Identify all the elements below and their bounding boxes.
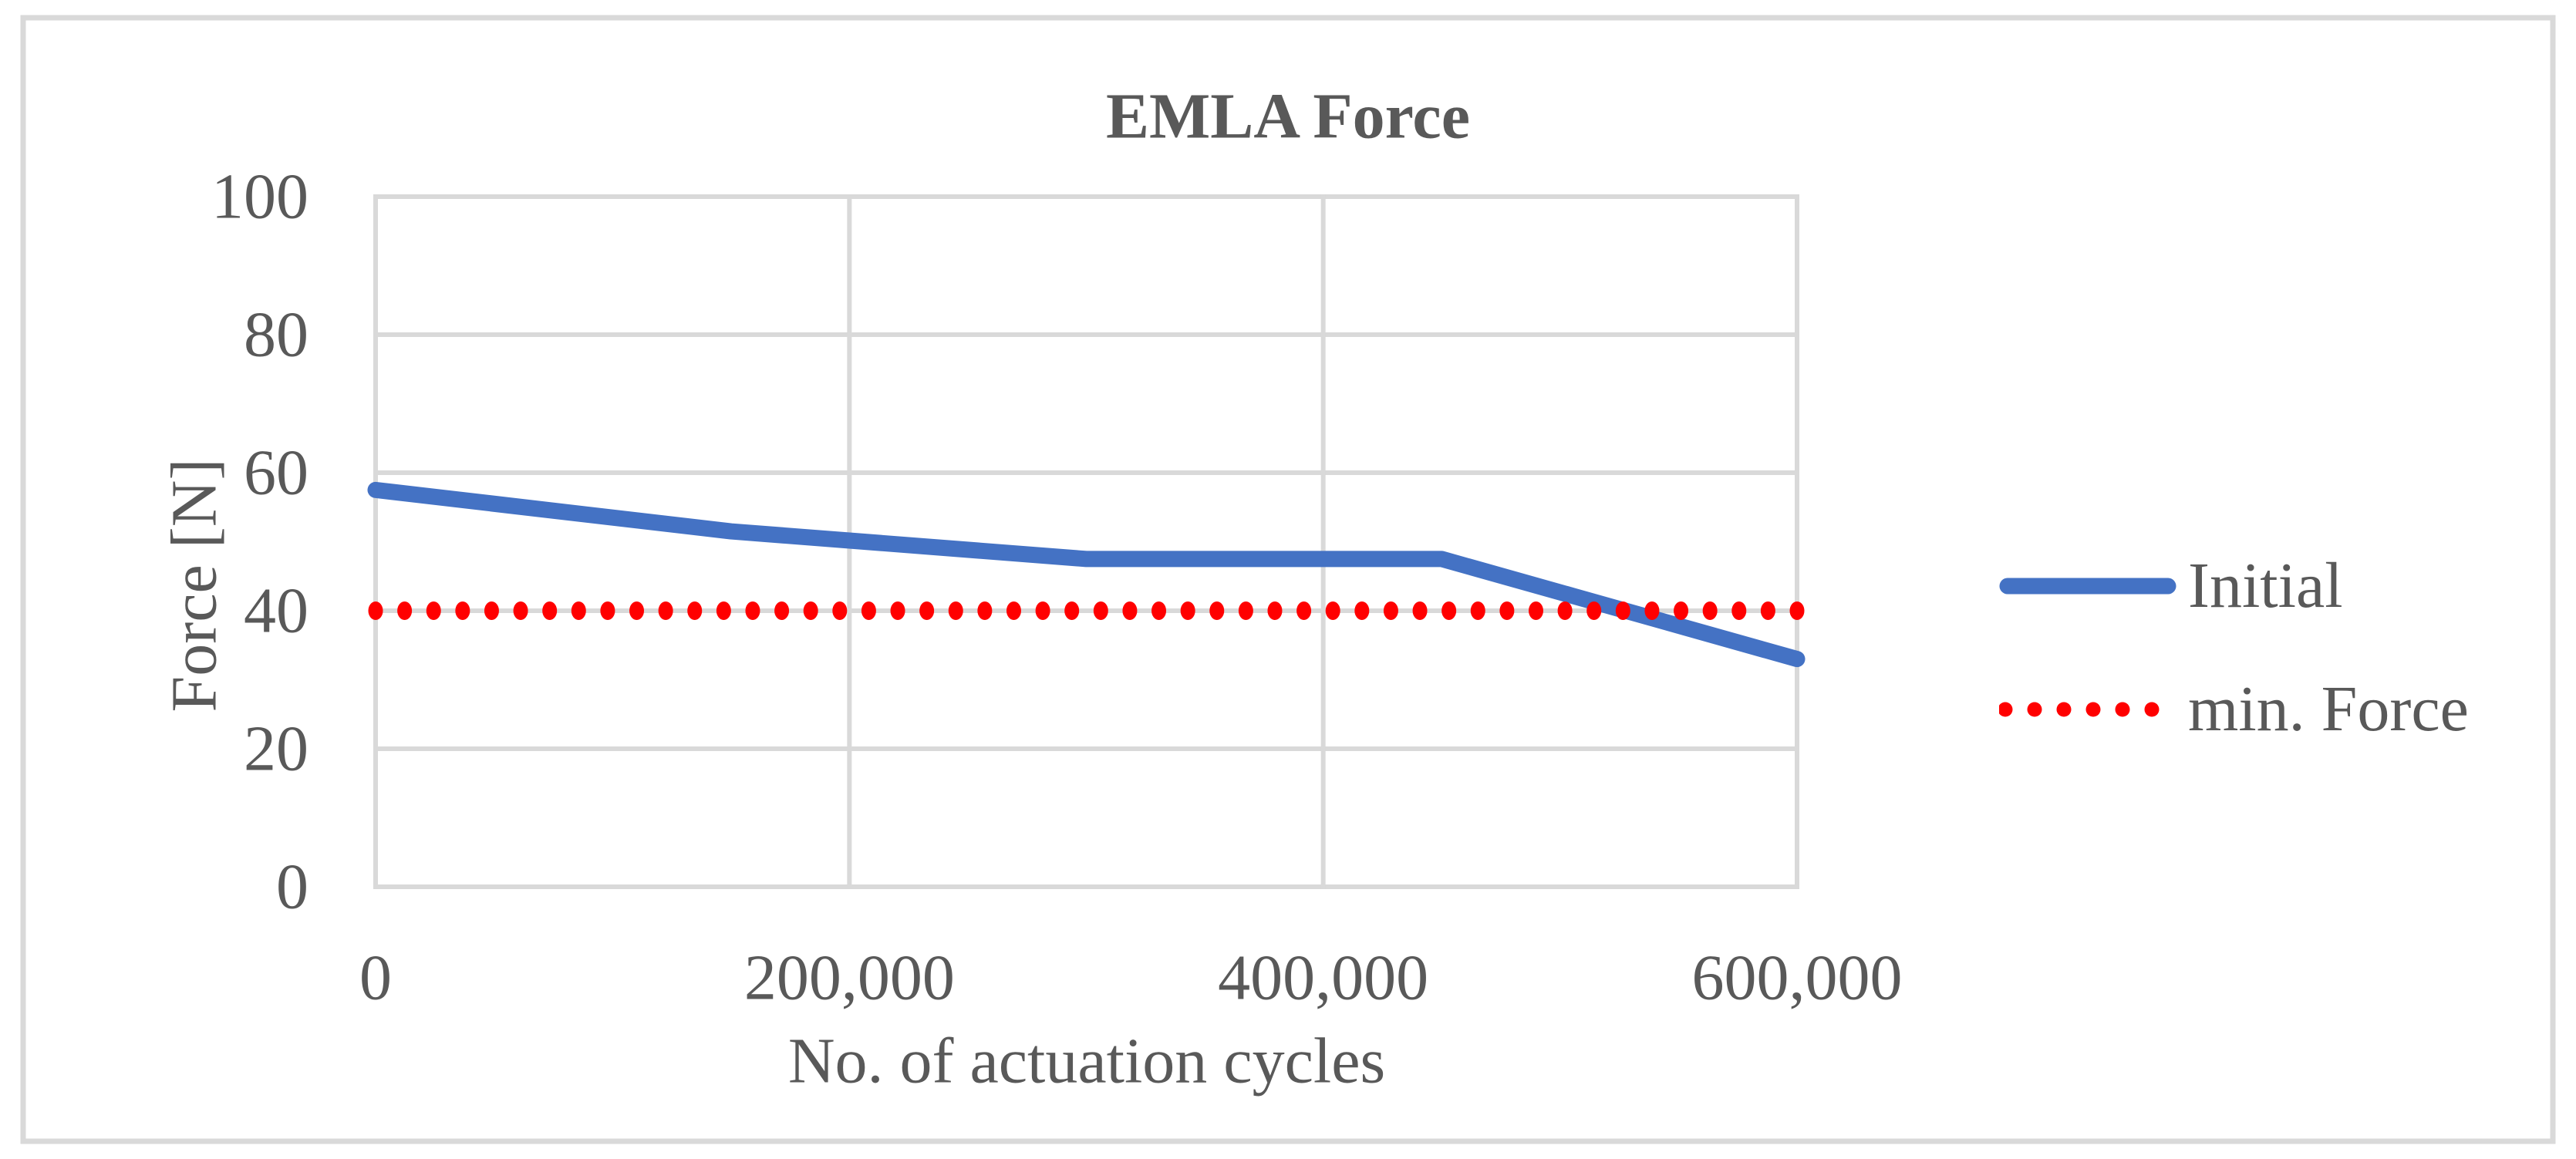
min-force-dot — [484, 601, 499, 620]
min-force-series-dots — [368, 601, 1805, 620]
min-force-dot — [600, 601, 615, 620]
y-tick-label: 60 — [244, 437, 309, 509]
min-force-dot — [455, 601, 470, 620]
min-force-dot — [1528, 601, 1543, 620]
min-force-dot — [1644, 601, 1660, 620]
min-force-dot — [977, 601, 993, 620]
min-force-dot — [803, 601, 818, 620]
y-tick-label: 100 — [211, 161, 309, 233]
chart-title: EMLA Force — [1105, 80, 1471, 153]
min-force-dot — [629, 601, 645, 620]
initial-series-line — [367, 481, 1806, 668]
min-force-dot — [1702, 601, 1718, 620]
y-tick-label: 40 — [244, 575, 309, 647]
min-force-dot — [1499, 601, 1515, 620]
min-force-dot — [774, 601, 790, 620]
min-force-dot — [658, 601, 673, 620]
gridlines — [373, 194, 1799, 889]
x-tick-label: 400,000 — [1218, 942, 1428, 1014]
min-force-dot — [861, 601, 876, 620]
min-force-dot — [1557, 601, 1573, 620]
min-force-dot — [1267, 601, 1283, 620]
min-force-dot — [1122, 601, 1138, 620]
y-axis-title: Force [N] — [158, 458, 231, 713]
y-tick-label: 20 — [244, 713, 309, 785]
x-axis-title: No. of actuation cycles — [787, 1025, 1386, 1097]
min-force-dot — [1209, 601, 1225, 620]
min-force-dot — [1093, 601, 1108, 620]
min-force-dot — [1354, 601, 1370, 620]
min-force-dot — [1064, 601, 1080, 620]
min-force-dot — [1674, 601, 1689, 620]
min-force-dot — [1006, 601, 1021, 620]
min-force-dot — [426, 601, 441, 620]
min-force-dot — [1035, 601, 1050, 620]
min-force-dot — [687, 601, 703, 620]
min-force-dot — [745, 601, 760, 620]
min-force-dot — [1180, 601, 1195, 620]
min-force-dot — [716, 601, 731, 620]
min-force-dot — [1615, 601, 1630, 620]
min-force-dot — [1731, 601, 1747, 620]
min-force-dot — [1238, 601, 1253, 620]
min-force-dot — [1441, 601, 1457, 620]
min-force-dot — [832, 601, 848, 620]
min-force-dot — [1296, 601, 1312, 620]
min-force-dot — [890, 601, 905, 620]
x-tick-label: 200,000 — [744, 942, 955, 1014]
x-tick-label: 0 — [359, 942, 392, 1014]
tick-labels: 0 20 40 60 80 100 0 200,000 400,000 600,000 — [211, 161, 1903, 1014]
min-force-dot — [1325, 601, 1340, 620]
min-force-dot — [513, 601, 528, 620]
min-force-dot — [1151, 601, 1167, 620]
y-tick-label: 0 — [276, 851, 309, 923]
min-force-dot — [368, 601, 383, 620]
min-force-dot — [1789, 601, 1805, 620]
x-tick-label: 600,000 — [1692, 942, 1903, 1014]
min-force-dot — [1586, 601, 1602, 620]
min-force-dot — [948, 601, 963, 620]
min-force-dot — [1383, 601, 1398, 620]
min-force-dot — [571, 601, 586, 620]
y-tick-label: 80 — [244, 299, 309, 371]
min-force-dot — [1412, 601, 1428, 620]
min-force-dot — [542, 601, 558, 620]
min-force-dot — [1760, 601, 1775, 620]
min-force-dot — [397, 601, 413, 620]
min-force-dot — [919, 601, 935, 620]
min-force-dot — [1470, 601, 1485, 620]
